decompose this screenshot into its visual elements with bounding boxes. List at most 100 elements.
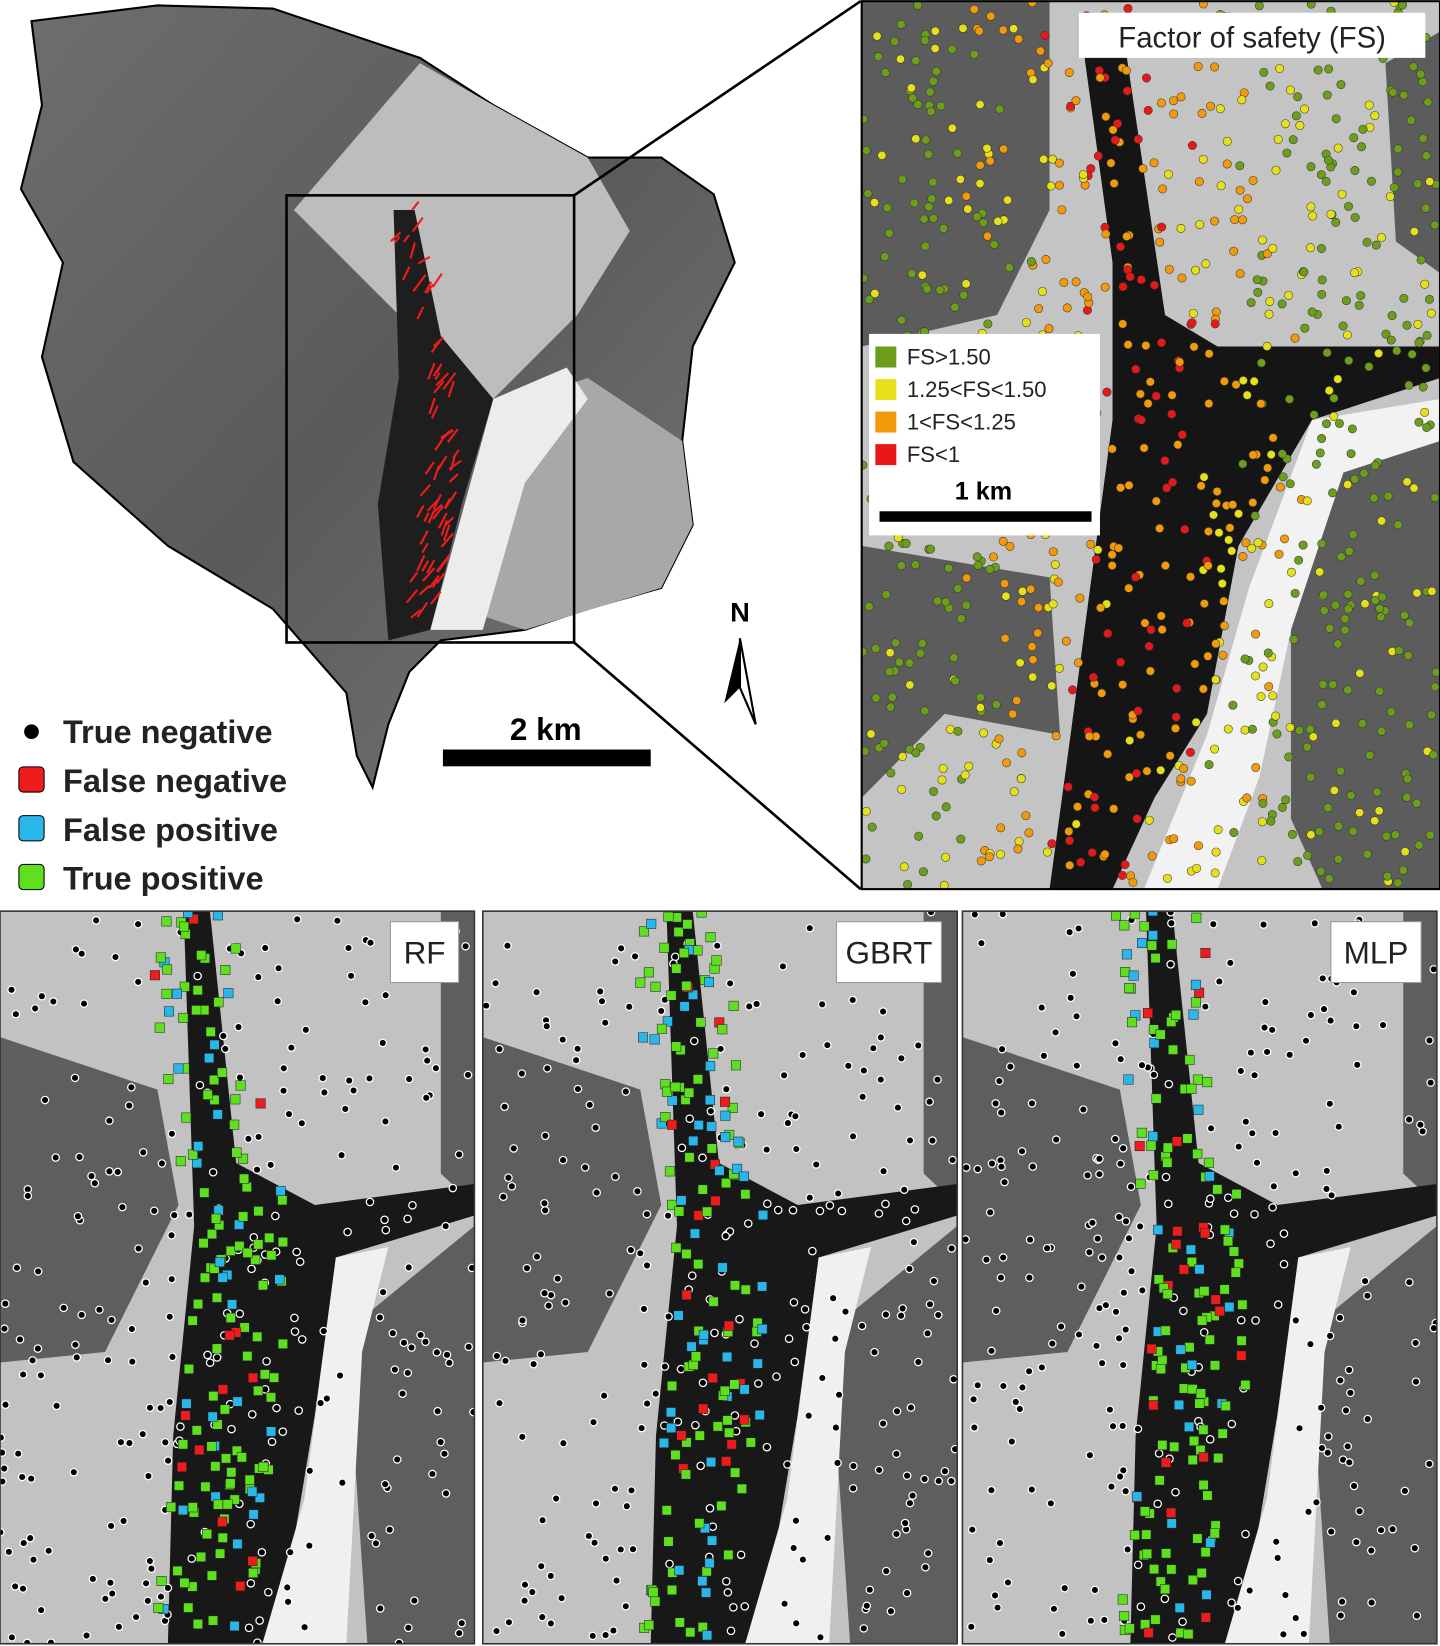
true-negative [997,1162,1006,1172]
true-negative [1066,993,1075,1003]
true-negative [1247,1128,1257,1138]
fs-point [1107,444,1117,454]
fs-point [1156,611,1166,621]
fs-point [1264,309,1274,319]
true-negative [573,1084,583,1094]
fs-point [1374,806,1384,816]
fs-point [1355,808,1365,818]
prediction [1142,1008,1153,1019]
prediction [684,1087,695,1098]
fs-point [895,54,905,64]
north-arrow [703,638,740,725]
prediction [209,1263,220,1274]
fs-point [1028,672,1038,682]
fs-point [1147,851,1157,861]
prediction [1111,911,1121,921]
true-negative [157,1159,167,1168]
prediction [1148,1024,1159,1035]
true-negative [995,1538,1005,1548]
true-negative [257,1548,267,1557]
prediction [754,1410,765,1420]
true-negative [791,1111,800,1121]
prediction [1153,1274,1164,1285]
true-negative [1349,1481,1359,1491]
prediction [1233,1258,1244,1269]
true-negative [163,1583,173,1593]
fs-point [953,584,963,594]
true-negative [664,1312,673,1321]
fs-point [890,37,899,47]
prediction [269,1372,280,1383]
fs-point [1374,348,1384,358]
fs-point [1033,628,1043,638]
prediction [1188,1009,1199,1020]
true-negative [266,1160,275,1170]
north-label: N [730,596,750,627]
fs-point [1423,97,1433,107]
prediction [1186,1359,1197,1370]
panel-map [962,911,1437,1644]
true-negative [878,1007,888,1016]
fs-point [1009,787,1019,797]
prediction [1143,1627,1154,1638]
true-negative [1101,1300,1111,1310]
true-negative [830,1334,840,1344]
true-negative [1352,1060,1362,1070]
fs-point [1016,774,1026,784]
fs-point [861,114,868,124]
true-negative [107,1315,116,1325]
fs-point [1082,305,1092,315]
fs-point [920,706,930,716]
prediction [1191,912,1202,923]
panel-frame [961,910,1438,1645]
fs-point [1426,308,1436,318]
prediction [1200,948,1211,958]
fs-point [924,202,934,212]
fs-point [1133,134,1143,144]
true-negative [834,1390,844,1400]
prediction [638,1032,649,1043]
fs-point [1413,179,1423,189]
true-negative [33,1344,43,1353]
true-negative [337,1150,346,1160]
true-negative [923,1548,933,1558]
fs-point [1186,572,1195,582]
prediction [1160,1457,1171,1468]
true-negative [1017,1146,1027,1156]
true-negative [1051,1135,1061,1144]
fs-point [1229,246,1239,256]
fs-point [1206,101,1216,111]
true-negative [271,1211,280,1221]
fs-point [1187,141,1197,150]
true-negative [725,979,735,988]
fs-point [1124,583,1134,593]
fs-point [1407,349,1417,359]
fs-point [1338,321,1348,331]
legend-swatch [875,346,897,368]
true-negative [1083,1171,1092,1180]
true-negative [1245,1586,1254,1595]
prediction [661,1505,672,1516]
true-negative [114,1622,124,1632]
true-negative [378,1287,388,1297]
fs-point [949,653,959,663]
prediction [161,916,172,927]
prediction [161,988,172,999]
prediction [266,1250,277,1261]
true-negative [1097,1253,1107,1262]
fs-point [1341,296,1351,306]
true-negative [892,1406,902,1416]
fs-point [1260,475,1270,485]
prediction [708,1296,719,1307]
true-negative [735,1314,744,1324]
prediction [702,1630,713,1641]
fs-point [1404,720,1414,730]
true-negative [862,1601,872,1611]
true-negative [1246,1048,1256,1057]
landslide [424,281,433,294]
fs-point [1149,158,1159,168]
true-negative [69,1467,79,1477]
fs-point [1306,243,1315,253]
true-negative [540,1131,550,1141]
true-negative [998,1253,1008,1262]
